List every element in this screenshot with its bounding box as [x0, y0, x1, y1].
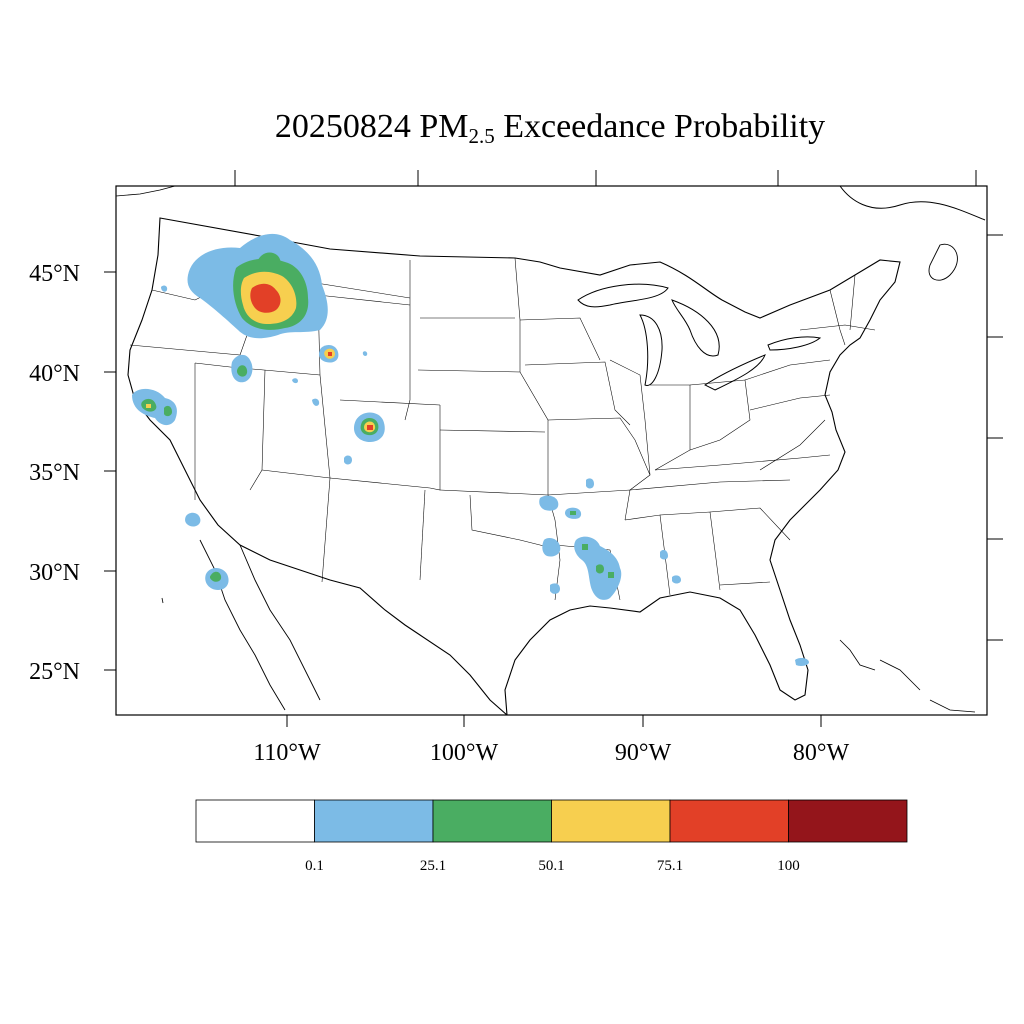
colorbar: 0.1 25.1 50.1 75.1 100 [195, 799, 908, 874]
title-pollutant-subscript: 2.5 [468, 124, 495, 148]
lat-label-45: 45°N [29, 261, 80, 287]
title-date: 20250824 [274, 108, 411, 145]
lake-huron [671, 299, 720, 357]
title-pollutant: PM [419, 108, 469, 145]
lake-erie [703, 354, 766, 391]
prob-region-arkansas-louisiana [539, 495, 559, 511]
title-suffix: Exceedance Probability [503, 108, 826, 145]
lat-label-35: 35°N [29, 460, 80, 486]
colorbar-box-1 [314, 799, 434, 843]
prob-region-alabama [660, 549, 668, 560]
lake-superior [577, 283, 669, 308]
colorbar-label-0: 0.1 [305, 858, 324, 874]
lat-label-30: 30°N [29, 560, 80, 586]
lat-label-25: 25°N [29, 659, 80, 685]
prob-region-california-south [185, 512, 201, 527]
map-basemap [116, 186, 986, 715]
colorbar-label-2: 50.1 [538, 858, 564, 874]
colorbar-box-4 [669, 799, 789, 843]
map-title: 20250824 PM2.5 Exceedance Probability [0, 108, 1024, 148]
us-outline [127, 217, 901, 715]
colorbar-label-3: 75.1 [657, 858, 683, 874]
lake-ontario [767, 336, 822, 351]
lon-label-80: 80°W [793, 740, 850, 766]
lon-label-90: 90°W [615, 740, 672, 766]
canada-coast [839, 186, 986, 221]
lon-label-110: 110°W [253, 740, 321, 766]
colorbar-box-3 [551, 799, 671, 843]
lat-label-40: 40°N [29, 361, 80, 387]
colorbar-label-1: 25.1 [420, 858, 446, 874]
colorbar-box-0 [195, 799, 315, 843]
lake-michigan [639, 314, 663, 386]
axis-ticks [104, 170, 1003, 727]
prob-region-florida [795, 657, 809, 666]
colorbar-box-2 [432, 799, 552, 843]
colorbar-label-4: 100 [777, 858, 800, 874]
lon-label-100: 100°W [430, 740, 499, 766]
probability-fields [132, 233, 809, 666]
colorbar-box-5 [788, 799, 908, 843]
